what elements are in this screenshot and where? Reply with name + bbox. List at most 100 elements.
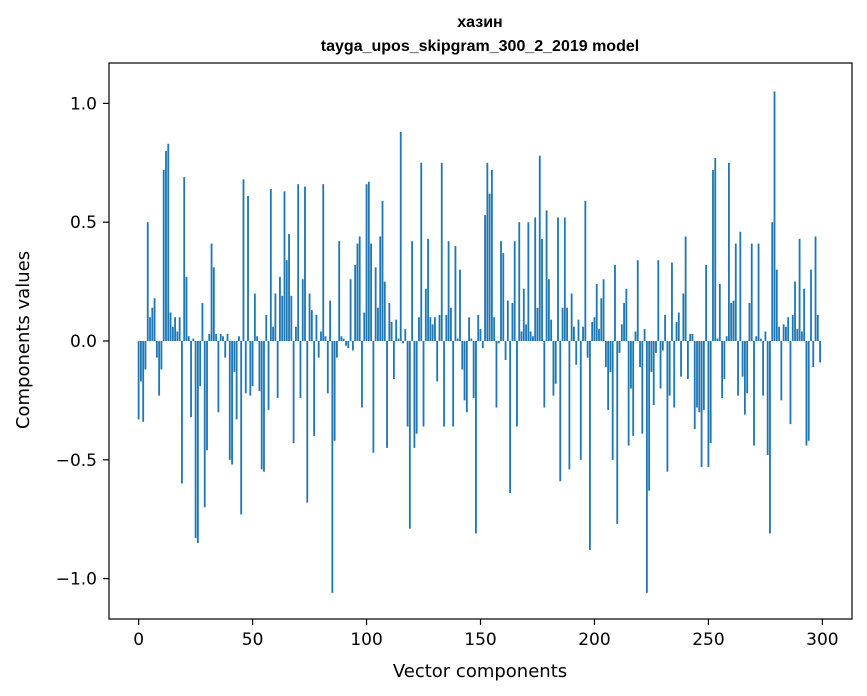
- bar-294: [807, 341, 810, 441]
- x-tick-label-300: 300: [806, 630, 838, 650]
- bar-252: [712, 169, 714, 341]
- bar-67: [290, 295, 293, 341]
- bar-15: [171, 326, 174, 341]
- bar-205: [604, 341, 607, 368]
- bar-148: [475, 341, 477, 534]
- bar-73: [304, 186, 306, 341]
- bar-175: [536, 307, 539, 341]
- bar-77: [313, 341, 316, 437]
- bar-11: [162, 169, 165, 341]
- bar-33: [212, 267, 215, 341]
- bar-284: [784, 326, 787, 341]
- bar-131: [436, 341, 439, 382]
- bar-237: [677, 312, 680, 341]
- bar-147: [472, 341, 475, 399]
- bar-184: [557, 217, 559, 341]
- bar-96: [356, 243, 359, 341]
- bar-185: [559, 341, 562, 482]
- bar-86: [333, 341, 336, 441]
- bar-85: [331, 341, 334, 593]
- bar-193: [577, 319, 580, 341]
- bar-30: [206, 341, 208, 451]
- bar-121: [413, 341, 416, 448]
- bar-112: [392, 341, 395, 380]
- bar-110: [388, 302, 391, 341]
- bar-127: [427, 238, 429, 341]
- bar-229: [659, 341, 662, 389]
- bar-75: [308, 293, 311, 341]
- bar-104: [374, 267, 377, 341]
- bar-241: [686, 341, 689, 380]
- bar-16: [174, 317, 176, 341]
- bar-204: [602, 279, 605, 341]
- bar-178: [543, 341, 546, 408]
- axes-group: 0 50 100 150 200 250 300 −1.0 −0.5 0.0 0.5 1.0: [56, 62, 853, 650]
- bar-279: [773, 91, 776, 341]
- bar-200: [593, 317, 596, 341]
- bar-186: [561, 307, 564, 341]
- bar-183: [554, 341, 557, 384]
- bar-239: [682, 293, 685, 341]
- bar-53: [258, 341, 261, 391]
- bar-101: [367, 181, 370, 341]
- x-tick-label-50: 50: [242, 630, 264, 650]
- bar-272: [757, 243, 760, 341]
- bar-271: [755, 336, 758, 341]
- bar-292: [803, 288, 806, 341]
- bar-105: [377, 307, 379, 341]
- bar-176: [538, 155, 541, 341]
- bar-269: [750, 243, 753, 341]
- bar-153: [486, 162, 489, 341]
- bar-156: [493, 317, 496, 341]
- bar-63: [281, 295, 284, 341]
- bar-296: [812, 341, 815, 368]
- bar-108: [383, 281, 386, 341]
- bar-221: [641, 341, 644, 434]
- bar-288: [794, 281, 796, 341]
- bar-91: [345, 341, 347, 346]
- bar-118: [406, 341, 409, 427]
- bar-99: [363, 312, 366, 341]
- bar-115: [399, 131, 402, 341]
- bar-9: [158, 341, 161, 396]
- bar-201: [595, 283, 598, 341]
- bar-244: [693, 341, 696, 429]
- bar-126: [424, 288, 427, 341]
- bar-139: [454, 245, 457, 341]
- bar-278: [771, 222, 774, 341]
- bar-170: [525, 324, 527, 341]
- y-axis-label: Components values: [13, 251, 34, 429]
- bar-265: [741, 341, 744, 377]
- bar-260: [730, 302, 733, 341]
- bar-82: [324, 336, 327, 341]
- bar-141: [459, 269, 461, 341]
- bar-180: [547, 279, 550, 341]
- bar-206: [607, 341, 610, 410]
- bar-10: [160, 341, 163, 370]
- bar-25: [194, 341, 197, 539]
- x-tick-label-250: 250: [692, 630, 724, 650]
- bar-78: [315, 314, 318, 341]
- bar-146: [470, 338, 473, 341]
- bar-42: [233, 341, 236, 372]
- bar-64: [283, 191, 286, 341]
- bar-277: [769, 341, 771, 534]
- bar-117: [404, 329, 407, 341]
- bar-140: [456, 338, 459, 341]
- bar-19: [181, 341, 183, 484]
- bar-38: [224, 341, 227, 358]
- bar-56: [265, 314, 268, 341]
- bar-66: [288, 234, 290, 341]
- bar-224: [648, 341, 651, 491]
- bar-249: [705, 264, 708, 341]
- bar-81: [322, 184, 325, 341]
- bar-22: [187, 336, 190, 341]
- bar-266: [743, 341, 746, 415]
- bar-119: [408, 341, 411, 529]
- bar-297: [814, 236, 817, 341]
- x-axis-label: Vector components: [393, 661, 567, 682]
- x-tick-label-200: 200: [578, 630, 610, 650]
- bar-7: [153, 298, 156, 341]
- bar-158: [497, 341, 500, 344]
- bar-207: [609, 341, 612, 372]
